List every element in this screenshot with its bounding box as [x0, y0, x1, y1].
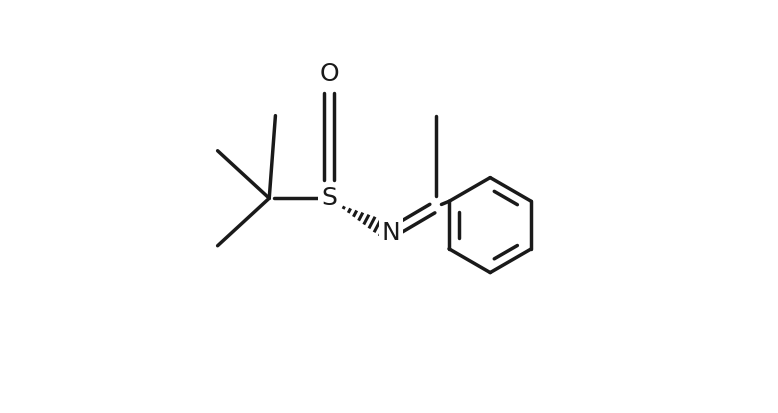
Text: O: O	[319, 62, 339, 86]
Text: S: S	[321, 186, 337, 210]
Text: N: N	[382, 221, 401, 245]
